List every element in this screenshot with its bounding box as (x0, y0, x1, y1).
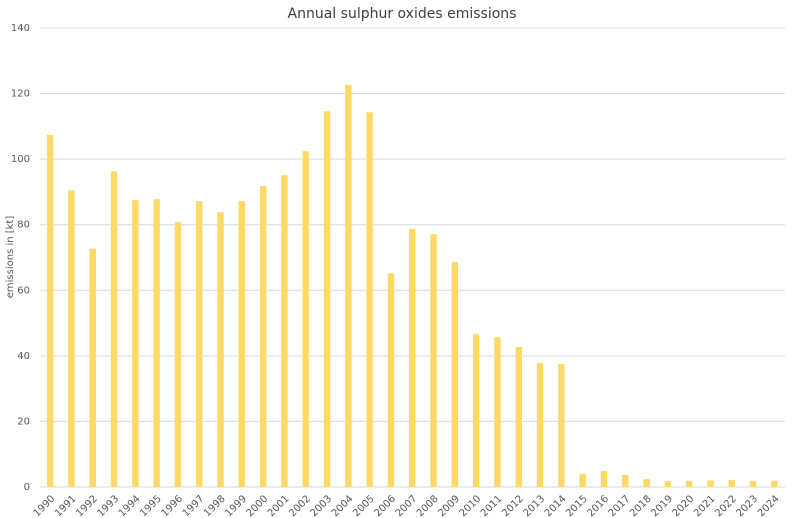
x-tick-label: 1991 (53, 493, 79, 518)
x-tick-label: 2005 (351, 493, 377, 518)
x-tick-label: 2007 (394, 493, 420, 518)
y-tick-label: 80 (17, 220, 30, 231)
bar (664, 481, 672, 487)
bar (409, 228, 416, 487)
x-tick-label: 2018 (628, 493, 654, 518)
bar (472, 334, 480, 487)
bar (366, 112, 373, 488)
bar (323, 111, 331, 488)
x-tick-label: 2008 (415, 493, 441, 518)
y-tick-label: 60 (17, 285, 30, 296)
x-tick-label: 2020 (671, 493, 697, 518)
x-tick-label: 2015 (564, 493, 590, 518)
x-tick-label: 1995 (138, 493, 164, 518)
y-axis-label: emissions in [kt] (5, 216, 16, 299)
x-tick-label: 2006 (372, 493, 398, 518)
bar (259, 186, 267, 487)
bar (174, 222, 182, 487)
x-tick-label: 2011 (479, 493, 505, 518)
bar (302, 151, 309, 487)
bar (749, 480, 757, 487)
x-tick-label: 1998 (202, 493, 228, 518)
bar (132, 200, 139, 487)
bar (68, 190, 75, 487)
x-tick-label: 2002 (287, 493, 313, 518)
y-tick-label: 100 (11, 154, 30, 165)
x-tick-label: 2014 (543, 493, 569, 518)
bar (153, 199, 160, 488)
x-tick-label: 2023 (735, 493, 761, 518)
x-tick-label: 2024 (756, 493, 782, 518)
bar (536, 363, 544, 487)
bar (387, 273, 395, 487)
x-tick-label: 2013 (522, 493, 548, 518)
bar (558, 364, 565, 487)
bar (494, 337, 501, 487)
x-tick-label: 1996 (159, 493, 185, 518)
x-tick-label: 2000 (245, 493, 271, 518)
y-tick-label: 120 (11, 89, 30, 100)
x-tick-label: 1993 (96, 493, 122, 518)
x-tick-label: 1997 (181, 493, 207, 518)
x-tick-label: 1992 (74, 493, 100, 518)
bar (728, 480, 735, 487)
bar (622, 474, 629, 487)
y-tick-label: 0 (24, 482, 30, 493)
bar (345, 85, 352, 487)
x-tick-label: 2019 (649, 493, 675, 518)
chart-title: Annual sulphur oxides emissions (288, 6, 517, 22)
x-tick-label: 2010 (458, 493, 484, 518)
bar (451, 262, 459, 487)
x-tick-label: 2004 (330, 493, 356, 518)
bar (707, 480, 714, 487)
x-tick-label: 2001 (266, 493, 292, 518)
bar (110, 171, 118, 488)
y-tick-label: 140 (11, 23, 30, 34)
x-tick-label: 2017 (607, 493, 633, 518)
bar (196, 201, 203, 487)
bar (430, 234, 437, 487)
x-tick-label: 1999 (223, 493, 249, 518)
bar (281, 175, 288, 487)
bar (217, 212, 224, 487)
bar (46, 134, 54, 488)
bar (771, 480, 778, 487)
bar (238, 201, 246, 487)
bar (685, 480, 693, 487)
y-tick-label: 40 (17, 351, 30, 362)
bar (600, 470, 608, 487)
bar (579, 473, 586, 487)
bar (89, 248, 96, 487)
x-tick-label: 1990 (32, 493, 58, 518)
x-tick-label: 2022 (713, 493, 739, 518)
x-tick-label: 2009 (436, 493, 462, 518)
bar (643, 479, 650, 487)
y-tick-label: 20 (17, 416, 30, 427)
x-tick-label: 2016 (585, 493, 611, 518)
x-tick-label: 2003 (309, 493, 335, 518)
x-tick-label: 1994 (117, 493, 143, 518)
x-tick-label: 2012 (500, 493, 526, 518)
x-tick-label: 2021 (692, 493, 718, 518)
bar (515, 347, 522, 487)
